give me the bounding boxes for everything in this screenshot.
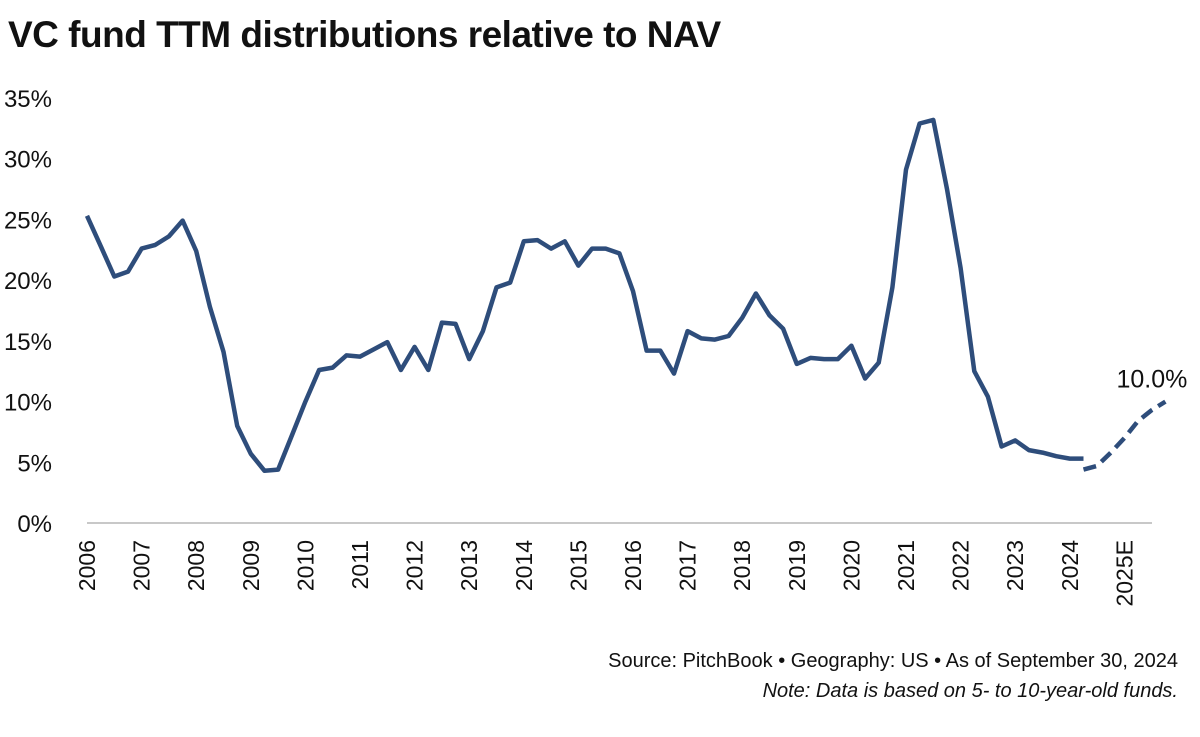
annotation-layer: 10.0%	[1116, 366, 1187, 394]
x-tick-label: 2025E	[1111, 540, 1137, 607]
x-tick-label: 2015	[565, 540, 591, 591]
y-tick-label: 0%	[17, 511, 52, 538]
y-tick-label: 35%	[4, 86, 52, 113]
x-tick-label: 2008	[183, 540, 209, 591]
x-tick-label: 2013	[456, 540, 482, 591]
series-layer	[84, 117, 1167, 474]
x-tick-label: 2021	[893, 540, 919, 591]
x-tick-label: 2007	[129, 540, 155, 591]
x-tick-label: 2022	[948, 540, 974, 591]
x-tick-label: 2016	[620, 540, 646, 591]
y-tick-label: 15%	[4, 329, 52, 356]
x-tick-label: 2018	[729, 540, 755, 591]
forecast-line	[1082, 399, 1167, 472]
x-axis-ticks: 2006 2007 2008 2009 2010 2011 2012 2013 2014 2015…	[74, 540, 1137, 607]
y-tick-label: 20%	[4, 268, 52, 295]
x-tick-label: 2019	[784, 540, 810, 591]
x-tick-label: 2010	[292, 540, 318, 591]
y-axis-ticks: 0% 5% 10% 15% 20% 25% 30% 35%	[4, 86, 52, 538]
y-tick-label: 5%	[17, 450, 52, 477]
y-tick-label: 10%	[4, 390, 52, 417]
historical-line	[84, 117, 1084, 474]
x-tick-label: 2023	[1002, 540, 1028, 591]
x-tick-label: 2014	[511, 540, 537, 591]
x-tick-label: 2020	[838, 540, 864, 591]
x-tick-label: 2006	[74, 540, 100, 591]
chart-title: VC fund TTM distributions relative to NA…	[8, 14, 721, 55]
y-tick-label: 30%	[4, 147, 52, 174]
x-tick-label: 2024	[1057, 540, 1083, 591]
y-tick-label: 25%	[4, 207, 52, 234]
data-note: Note: Data is based on 5- to 10-year-old…	[762, 680, 1178, 702]
x-tick-label: 2011	[347, 540, 373, 589]
source-note: Source: PitchBook • Geography: US • As o…	[608, 650, 1178, 672]
x-tick-label: 2012	[402, 540, 428, 591]
x-tick-label: 2017	[675, 540, 701, 591]
x-tick-label: 2009	[238, 540, 264, 591]
value-annotation: 10.0%	[1116, 366, 1187, 394]
